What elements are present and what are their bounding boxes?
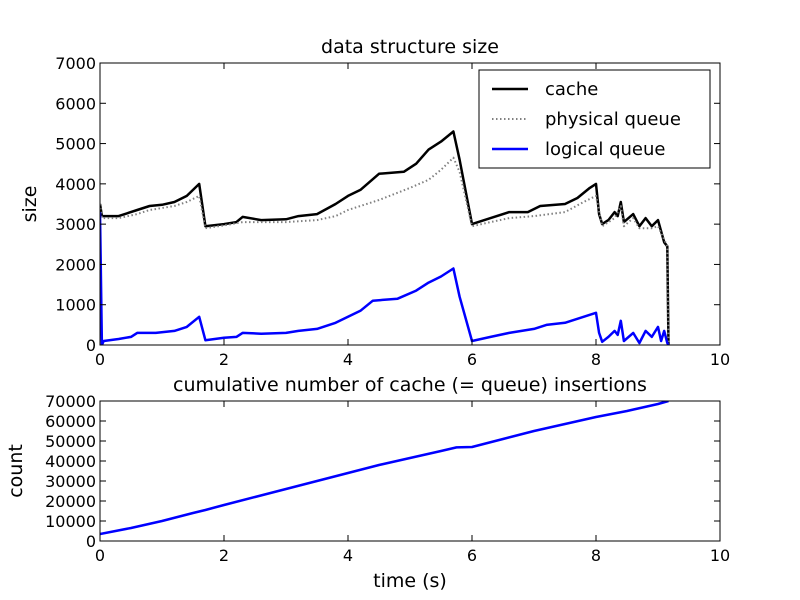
y-tick-label: 50000 xyxy=(45,432,96,451)
chart-title: cumulative number of cache (= queue) ins… xyxy=(173,374,647,396)
y-tick-label: 60000 xyxy=(45,412,96,431)
y-tick-label: 40000 xyxy=(45,452,96,471)
y-tick-label: 10000 xyxy=(45,512,96,531)
y-tick-label: 6000 xyxy=(55,94,96,113)
plot-frame xyxy=(99,62,721,346)
legend: cache physical queue logical queue xyxy=(478,69,711,169)
x-tick-label: 10 xyxy=(710,546,730,565)
plot-frame xyxy=(99,400,721,542)
x-tick-label: 4 xyxy=(343,546,353,565)
series-line-logical-queue xyxy=(100,212,670,345)
legend-label: cache xyxy=(545,79,598,100)
y-tick-label: 2000 xyxy=(55,255,96,274)
y-tick-label: 30000 xyxy=(45,472,96,491)
legend-label: physical queue xyxy=(545,109,681,130)
x-tick-label: 0 xyxy=(95,546,105,565)
x-tick-label: 4 xyxy=(343,350,353,369)
y-tick-label: 4000 xyxy=(55,175,96,194)
series-line-cache xyxy=(100,130,670,345)
y-axis-label: count xyxy=(5,444,27,498)
y-tick-label: 7000 xyxy=(55,54,96,73)
x-tick-label: 8 xyxy=(591,546,601,565)
y-tick-label: 3000 xyxy=(55,215,96,234)
x-tick-label: 6 xyxy=(467,546,477,565)
x-axis-label: time (s) xyxy=(373,570,447,592)
insertions-chart: 0 2 4 6 8 10010000200003000040000500006000070… xyxy=(5,374,730,592)
x-tick-label: 6 xyxy=(467,350,477,369)
series-line-insertions xyxy=(100,401,669,536)
x-tick-label: 0 xyxy=(95,350,105,369)
y-axis-label: size xyxy=(19,186,41,223)
y-tick-label: 0 xyxy=(86,532,96,551)
y-tick-label: 20000 xyxy=(45,492,96,511)
size-chart: 0 2 4 6 8 10 0 1000 2000 3000 4000 5000 6000 7000 data… xyxy=(19,36,730,369)
chart-title: data structure size xyxy=(321,36,499,58)
y-tick-label: 0 xyxy=(86,336,96,355)
x-tick-label: 2 xyxy=(219,350,229,369)
legend-label: logical queue xyxy=(545,139,665,160)
x-tick-label: 10 xyxy=(710,350,730,369)
y-tick-label: 5000 xyxy=(55,135,96,154)
x-tick-label: 8 xyxy=(591,350,601,369)
x-tick-label: 2 xyxy=(219,546,229,565)
y-tick-label: 70000 xyxy=(45,392,96,411)
y-tick-label: 1000 xyxy=(55,296,96,315)
